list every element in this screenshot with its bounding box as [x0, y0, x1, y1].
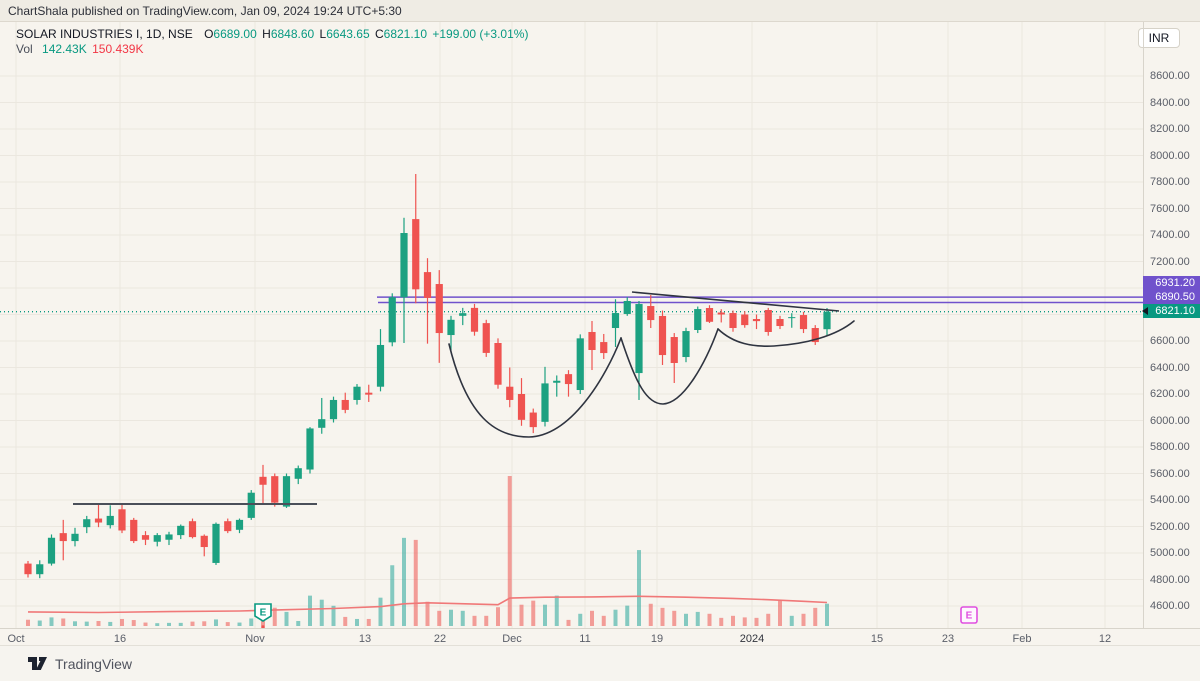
price-axis-label[interactable]: 5200.00: [1150, 520, 1190, 533]
cup-arc-2[interactable]: [620, 328, 719, 405]
pattern-drawings[interactable]: [73, 291, 855, 505]
time-axis-label[interactable]: Dec: [502, 633, 522, 645]
current-price-text: 6821.10: [1155, 305, 1195, 317]
volume-histogram: [26, 476, 829, 626]
earnings-marker-icon[interactable]: E: [254, 603, 272, 629]
footer-bar: TradingView: [0, 645, 1200, 681]
low-label: L: [319, 27, 327, 41]
current-price-tag: 6821.10: [1142, 304, 1200, 318]
volume-label: Vol: [16, 42, 33, 56]
low-value: 6643.65: [326, 27, 370, 41]
tradingview-logo-text: TradingView: [55, 655, 133, 672]
high-label: H: [262, 27, 271, 41]
price-axis-label[interactable]: 8000.00: [1150, 149, 1190, 162]
time-axis-label[interactable]: 2024: [739, 633, 765, 645]
currency-button[interactable]: INR: [1138, 28, 1180, 48]
price-axis-label[interactable]: 8200.00: [1150, 123, 1190, 135]
legend-symbol-row: SOLAR INDUSTRIES I, 1D, NSE O6689.00 H68…: [16, 27, 530, 42]
change-value: +199.00 (+3.01%): [432, 27, 529, 41]
price-tag-6890[interactable]: 6890.50: [1143, 290, 1200, 304]
neckline-trendline[interactable]: [631, 291, 840, 312]
price-axis-label[interactable]: 7400.00: [1150, 229, 1190, 241]
time-axis-label[interactable]: 19: [650, 633, 664, 645]
price-axis-label[interactable]: 6000.00: [1150, 414, 1190, 427]
time-axis-label[interactable]: 15: [870, 633, 884, 645]
time-axis-label[interactable]: 13: [358, 633, 372, 645]
price-axis-label[interactable]: 8600.00: [1150, 70, 1190, 82]
time-axis-label[interactable]: Nov: [245, 633, 265, 645]
high-value: 6848.60: [270, 27, 315, 41]
open-value: 6689.00: [213, 27, 257, 41]
tradingview-logo[interactable]: TradingView: [27, 654, 132, 673]
price-axis-label[interactable]: 5800.00: [1150, 441, 1190, 453]
price-arrow-icon: [1142, 307, 1148, 315]
attribution-bar: ChartShala published on TradingView.com,…: [0, 0, 1200, 22]
time-axis-label[interactable]: Oct: [7, 633, 25, 645]
volume-ma-value: 150.439K: [92, 42, 144, 56]
volume-value: 142.43K: [42, 42, 87, 56]
handle-arc[interactable]: [717, 320, 855, 347]
price-tag-6931[interactable]: 6931.20: [1143, 276, 1200, 290]
earnings-marker-icon[interactable]: E: [960, 606, 978, 624]
price-axis-label[interactable]: 6200.00: [1150, 388, 1190, 400]
price-axis-label[interactable]: 7600.00: [1150, 202, 1190, 215]
grid-lines: [0, 22, 1143, 628]
cup-arc-1[interactable]: [448, 337, 622, 438]
price-axis-label[interactable]: 7800.00: [1150, 176, 1190, 188]
legend-volume-row: Vol 142.43K 150.439K: [16, 42, 530, 57]
open-label: O: [204, 27, 214, 41]
price-tag-6890-text: 6890.50: [1155, 291, 1195, 303]
time-axis-label[interactable]: 11: [579, 633, 591, 645]
price-axis-label[interactable]: 7200.00: [1150, 255, 1190, 268]
price-axis-label[interactable]: 4800.00: [1150, 573, 1190, 586]
close-label: C: [374, 27, 384, 41]
price-axis-label[interactable]: 5000.00: [1150, 547, 1190, 559]
time-axis-label[interactable]: 16: [113, 633, 127, 645]
price-axis-label[interactable]: 5400.00: [1150, 494, 1190, 506]
attribution-text: ChartShala published on TradingView.com,…: [8, 4, 402, 18]
time-axis-label[interactable]: 23: [941, 633, 955, 645]
chart-legend: SOLAR INDUSTRIES I, 1D, NSE O6689.00 H68…: [16, 27, 530, 57]
candlesticks: [24, 174, 831, 579]
price-axis-label[interactable]: 4600.00: [1150, 600, 1190, 612]
price-axis-label[interactable]: 8400.00: [1150, 96, 1190, 109]
symbol-title: SOLAR INDUSTRIES I, 1D, NSE: [16, 27, 193, 41]
price-axis-label[interactable]: 5600.00: [1150, 467, 1190, 480]
price-tag-6931-text: 6931.20: [1155, 277, 1195, 289]
volume-ma-line: [27, 595, 828, 614]
time-axis-label[interactable]: Feb: [1012, 633, 1032, 645]
svg-text:E: E: [260, 608, 267, 619]
price-axis-label[interactable]: 6400.00: [1150, 361, 1190, 374]
time-axis-label[interactable]: 12: [1098, 633, 1112, 645]
tradingview-logo-icon: [28, 657, 47, 670]
svg-text:E: E: [966, 611, 973, 622]
time-axis-border: [0, 628, 1200, 629]
close-value: 6821.10: [383, 27, 428, 41]
time-axis-label[interactable]: 22: [433, 633, 447, 645]
price-axis-label[interactable]: 6600.00: [1150, 335, 1190, 347]
price-axis-border: [1143, 22, 1144, 628]
